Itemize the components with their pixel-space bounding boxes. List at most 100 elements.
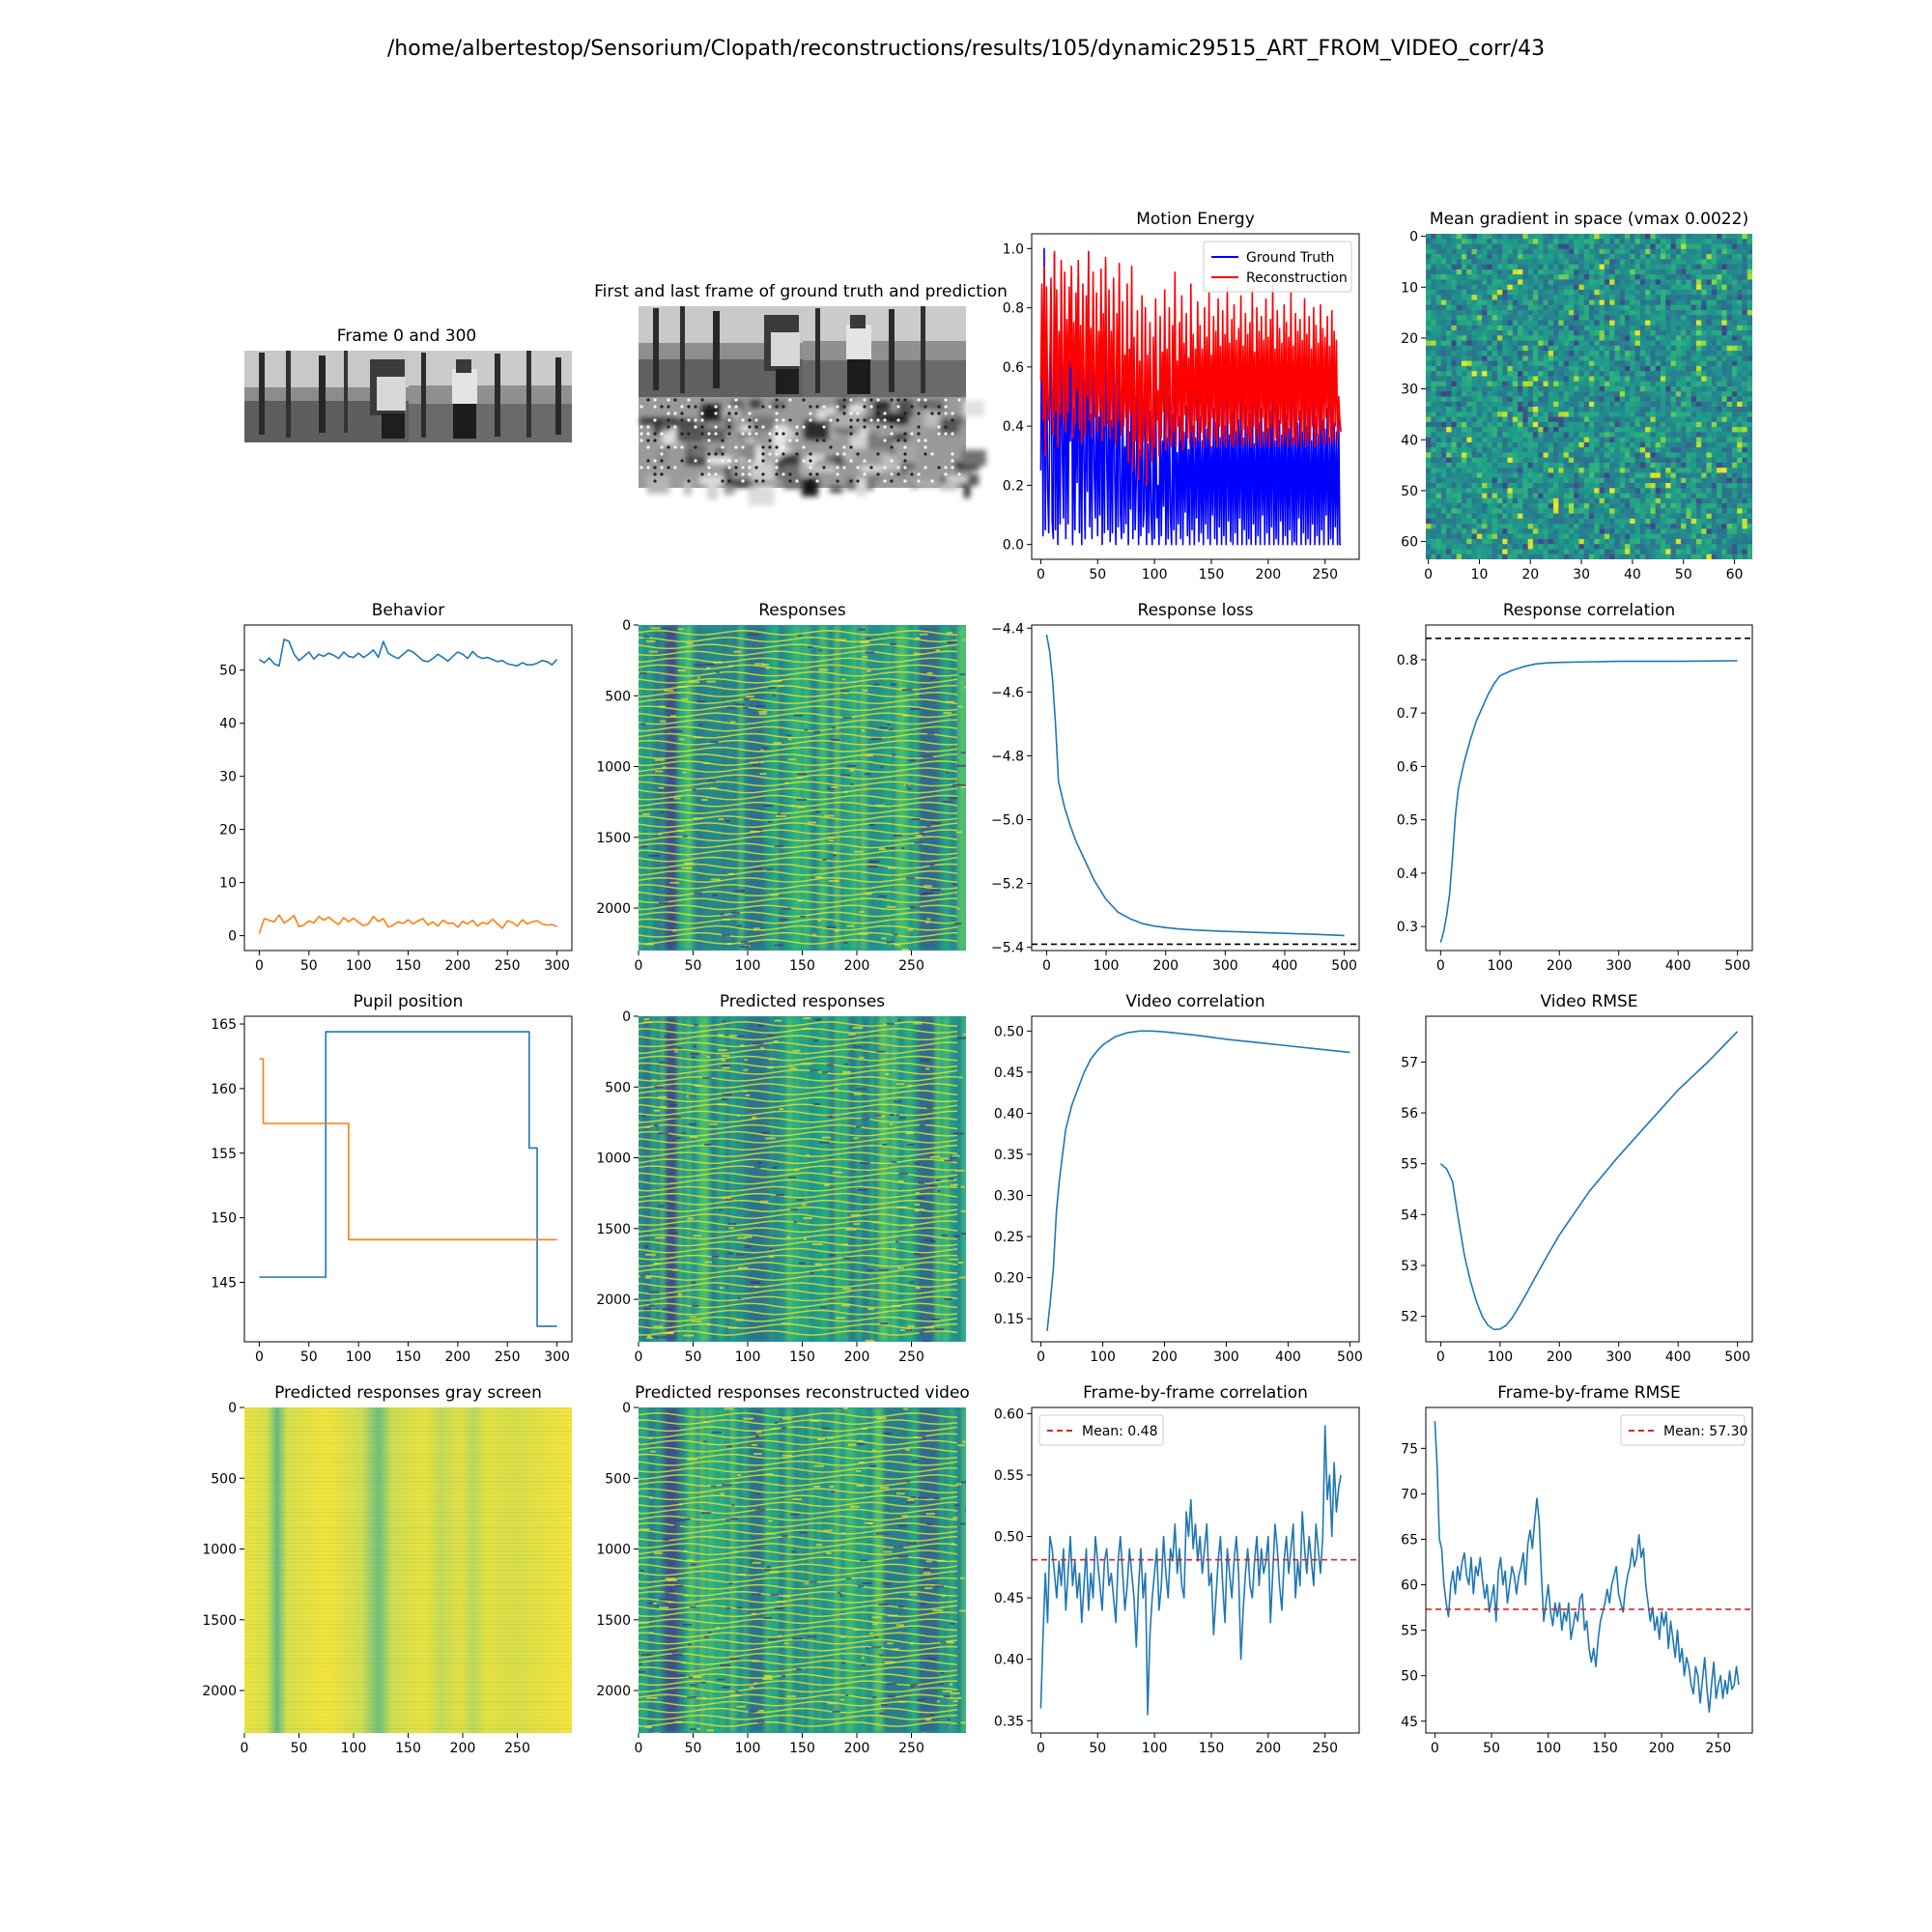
x-tick-label: 250: [898, 1741, 924, 1756]
y-tick: 0.4: [1003, 419, 1032, 435]
y-tick: 0.45: [994, 1591, 1032, 1606]
y-tick: 0.6: [1003, 360, 1032, 376]
x-tick-label: 50: [300, 1350, 318, 1365]
x-tick-label: 200: [844, 958, 870, 974]
series-line-series-0: [1434, 1421, 1740, 1714]
x-tick: 100: [735, 951, 761, 974]
pupil-position-plot-area: [259, 1031, 557, 1327]
y-tick: 0: [1409, 230, 1426, 245]
x-tick-label: 300: [1605, 958, 1632, 974]
x-tick: 200: [1152, 951, 1179, 974]
x-tick-label: 0: [635, 1741, 643, 1756]
y-tick: 45: [1401, 1715, 1426, 1730]
x-tick: 300: [1213, 1342, 1239, 1365]
x-tick-label: 500: [1724, 958, 1750, 974]
x-tick-label: 50: [1089, 1741, 1106, 1756]
y-tick-label: 40: [1401, 433, 1418, 448]
y-tick: 60: [1401, 535, 1426, 551]
x-tick: 300: [1212, 951, 1238, 974]
x-tick: 500: [1337, 1342, 1363, 1365]
x-tick: 0: [1436, 951, 1445, 974]
y-tick-label: −5.0: [991, 813, 1024, 829]
x-tick: 150: [1199, 559, 1225, 582]
behavior-plot-area: [258, 639, 558, 934]
x-tick-label: 500: [1724, 1350, 1750, 1365]
x-tick-label: 300: [544, 958, 570, 974]
x-tick-label: 0: [1424, 567, 1433, 582]
response-loss-background: [1032, 625, 1359, 951]
x-tick-label: 100: [735, 958, 761, 974]
y-tick-label: 0.40: [994, 1653, 1024, 1668]
x-tick-label: 150: [1199, 567, 1225, 582]
y-tick-label: −4.4: [991, 621, 1024, 637]
fbf-correlation-panel: Frame-by-frame correlation 0 50 100 150 200 25…: [994, 1383, 1360, 1756]
y-tick-label: 1000: [202, 1543, 237, 1558]
y-tick-label: 0.20: [994, 1271, 1024, 1287]
mean-gradient-image: [1426, 234, 1752, 559]
y-tick-label: −4.6: [991, 685, 1024, 700]
y-tick-label: 0.35: [994, 1714, 1024, 1729]
series-line-series-1: [258, 914, 557, 934]
x-tick: 200: [444, 951, 470, 974]
x-tick: 400: [1665, 951, 1691, 974]
series-line-series-0: [1439, 660, 1738, 943]
x-tick-label: 0: [241, 1741, 249, 1756]
x-tick: 250: [898, 951, 924, 974]
x-tick-label: 500: [1331, 958, 1357, 974]
x-tick-label: 0: [255, 958, 264, 974]
fbf-correlation-title: Frame-by-frame correlation: [1083, 1383, 1308, 1403]
y-tick-label: 56: [1401, 1106, 1418, 1122]
y-tick: 0.20: [994, 1271, 1032, 1287]
y-tick-label: 0.0: [1003, 538, 1024, 554]
y-tick-label: 500: [605, 1080, 631, 1095]
x-tick: 150: [789, 951, 815, 974]
x-tick-label: 150: [789, 1741, 815, 1756]
y-tick-label: 75: [1401, 1441, 1418, 1457]
y-tick-label: 160: [211, 1082, 237, 1097]
y-tick-label: 70: [1401, 1487, 1418, 1502]
y-tick: 0.15: [994, 1312, 1032, 1327]
y-tick-label: 150: [211, 1211, 237, 1227]
x-tick-label: 200: [444, 1350, 470, 1365]
y-tick-label: 0.60: [994, 1406, 1024, 1422]
x-tick-label: 250: [495, 1350, 521, 1365]
y-tick-label: 500: [605, 1471, 631, 1487]
x-tick-label: 150: [395, 1350, 421, 1365]
y-tick: 2000: [596, 1684, 639, 1699]
y-tick: 50: [1401, 1669, 1426, 1685]
y-tick: 500: [211, 1471, 244, 1487]
x-tick-label: 10: [1471, 567, 1489, 582]
y-tick: 0.50: [994, 1530, 1032, 1546]
video-rmse-plot-area: [1439, 1031, 1739, 1331]
y-tick-label: 0.25: [994, 1230, 1024, 1245]
x-tick: 50: [1483, 1733, 1500, 1756]
x-tick: 200: [1151, 1342, 1178, 1365]
x-tick-label: 30: [1573, 567, 1590, 582]
frame-0-image: [244, 351, 409, 442]
x-tick-label: 100: [1094, 958, 1120, 974]
figure-suptitle: /home/albertestop/Sensorium/Clopath/reco…: [387, 37, 1545, 61]
x-tick: 200: [844, 951, 870, 974]
y-tick: 20: [1401, 331, 1426, 347]
y-tick-label: 55: [1401, 1624, 1418, 1639]
x-tick-label: 100: [346, 958, 372, 974]
series-line-reconstruction: [1039, 250, 1342, 487]
mean-gradient-axes: 0 10 20 30 40 50 60 0 10 20 30 40 50 60: [1401, 230, 1743, 582]
y-tick: 165: [211, 1017, 244, 1033]
x-tick-label: 200: [1255, 567, 1281, 582]
x-tick-label: 100: [735, 1741, 761, 1756]
x-tick-label: 150: [395, 958, 421, 974]
y-tick: 500: [605, 1471, 639, 1487]
predicted-responses-title: Predicted responses: [720, 992, 885, 1011]
y-tick-label: 20: [1401, 331, 1418, 347]
motion-energy-panel: Motion Energy 0 50 100 150 200 250 0.0 0.2 0.4 0.6…: [1003, 210, 1360, 582]
response-loss-plot-area: [1032, 634, 1359, 946]
legend-entry-mean-57-30: Mean: 57.30: [1629, 1424, 1747, 1439]
y-tick: 0.8: [1397, 653, 1426, 668]
fbf-rmse-plot-area: [1426, 1421, 1752, 1714]
y-tick: 500: [605, 1080, 639, 1095]
y-tick: 0.40: [994, 1653, 1032, 1668]
x-tick-label: 150: [395, 1741, 421, 1756]
legend-box: [1620, 1414, 1746, 1446]
y-tick: −4.4: [991, 621, 1032, 637]
